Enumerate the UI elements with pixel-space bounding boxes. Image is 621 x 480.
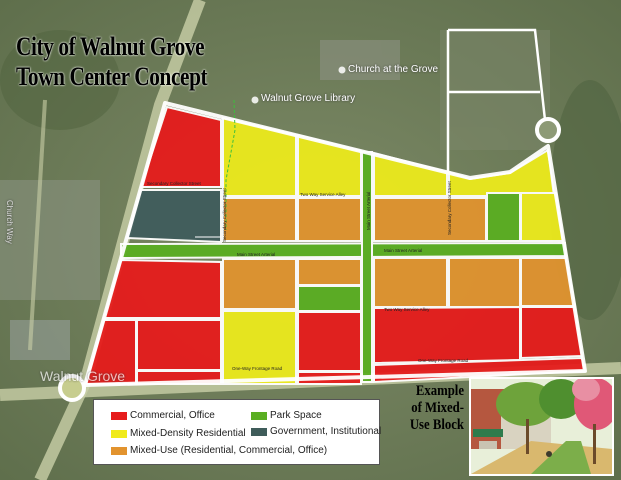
street-label: Main Street Arterial <box>384 248 422 253</box>
block-commercial <box>373 305 521 365</box>
block-mixed-use <box>297 258 362 286</box>
block-commercial <box>102 258 222 319</box>
title-line-1: City of Walnut Grove <box>16 32 205 61</box>
block-mixed-use <box>448 257 521 308</box>
legend-label: Mixed-Density Residential <box>130 428 246 439</box>
map-label-library: Walnut Grove Library <box>261 93 356 104</box>
block-government <box>125 189 222 244</box>
legend-swatch <box>251 411 267 420</box>
legend-item-mixed-use: Mixed-Use (Residential, Commercial, Offi… <box>111 445 327 456</box>
pin-icons <box>251 66 346 104</box>
block-park <box>297 285 362 312</box>
illustration-image <box>471 379 612 474</box>
legend-item-government: Government, Institutional <box>251 426 381 437</box>
block-mixed-use <box>373 257 448 308</box>
legend-label: Mixed-Use (Residential, Commercial, Offi… <box>130 445 328 456</box>
roundabout <box>535 117 561 143</box>
map-label-church: Church at the Grove <box>348 64 439 75</box>
legend-swatch <box>111 429 127 438</box>
street-label: Two Way Service Alley <box>384 307 430 312</box>
legend-item-park: Park Space <box>251 410 322 421</box>
mixed-use-block-illustration <box>469 377 614 476</box>
map-pin-icon <box>251 96 259 104</box>
legend-swatch <box>251 427 267 436</box>
inset-title: Example of Mixed-Use Block <box>409 383 464 433</box>
block-residential <box>222 310 297 385</box>
map-label-walnut-grove: Walnut Grove <box>40 368 126 384</box>
legend-item-residential: Mixed-Density Residential <box>111 428 246 439</box>
street-label: One-Way Frontage Road <box>418 358 469 363</box>
legend-label: Park Space <box>270 410 322 421</box>
street-label: Secondary Collector Street <box>147 181 202 186</box>
street-label: Secondary Collector Street <box>222 187 227 242</box>
title-line-2: Town Center Concept <box>16 62 208 91</box>
block-park <box>486 192 521 242</box>
block-commercial <box>136 319 222 371</box>
street-label: Main Street Arterial <box>237 252 275 257</box>
legend-label: Commercial, Office <box>130 410 215 421</box>
legend-swatch <box>111 411 127 420</box>
map-label-church-way: Church Way <box>5 200 14 244</box>
trail <box>225 99 236 230</box>
street-label: Main Street Arterial <box>366 192 371 230</box>
block-mixed-use <box>297 197 362 242</box>
legend-label: Government, Institutional <box>270 426 382 437</box>
block-park-main-street <box>120 241 568 260</box>
block-park-main-street-vertical <box>361 151 373 383</box>
roundabouts <box>58 117 561 402</box>
legend: Commercial, Office Park Space Mixed-Dens… <box>93 399 381 465</box>
roundabout <box>58 374 86 402</box>
block-commercial <box>520 306 584 360</box>
outer-streets <box>446 28 547 172</box>
legend-item-commercial: Commercial, Office <box>111 410 215 421</box>
street-label: One-Way Frontage Road <box>232 366 283 371</box>
map-pin-icon <box>338 66 346 74</box>
street-label: Two Way Service Alley <box>300 192 346 197</box>
street-label: Secondary Collector Street <box>447 180 452 235</box>
block-commercial <box>297 311 362 372</box>
block-mixed-use <box>373 197 487 242</box>
block-mixed-use <box>222 197 297 242</box>
legend-swatch <box>111 446 127 455</box>
block-mixed-use <box>222 258 297 310</box>
